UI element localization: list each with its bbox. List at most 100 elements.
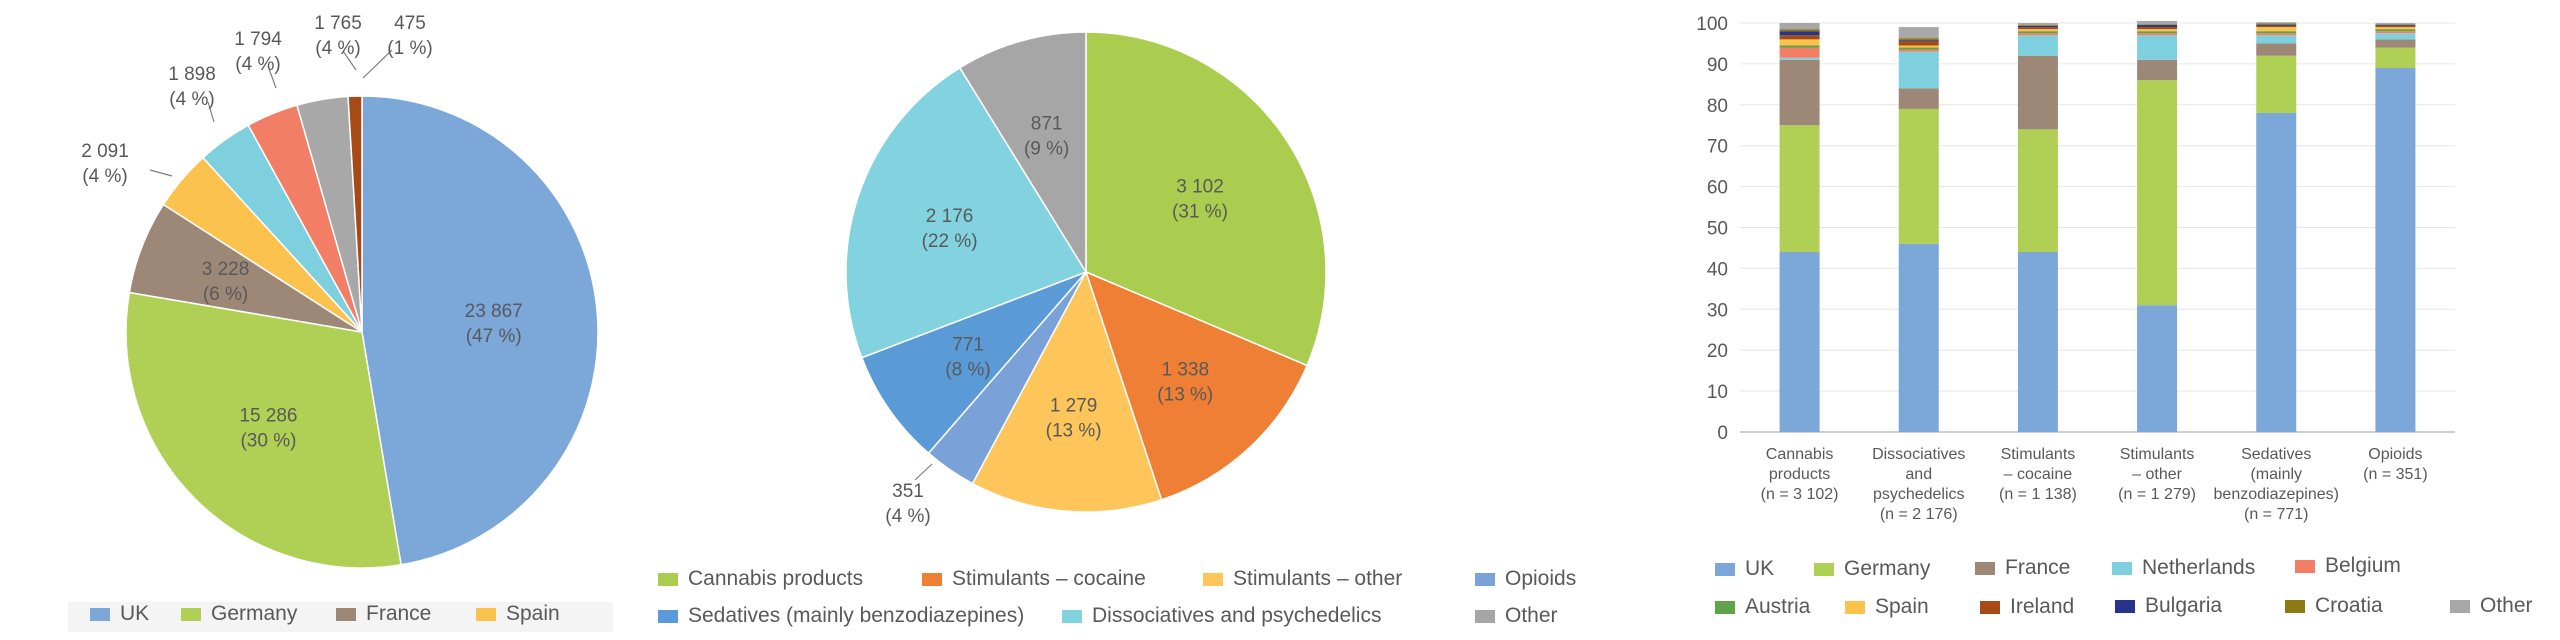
bar-segment-austria-4 [2256, 31, 2297, 34]
pie-value-label-other: 871 [1031, 113, 1063, 134]
bar-segment-croatia-3 [2137, 24, 2178, 26]
legend-swatch-cannabis-products [658, 573, 678, 586]
bar-segment-netherlands-4 [2256, 35, 2297, 44]
pie-slice-stimulants-other [971, 270, 1163, 513]
legend-label-bulgaria: Bulgaria [2145, 594, 2222, 617]
legend-label-stimulants-other: Stimulants – other [1233, 567, 1402, 590]
legend-swatch-opioids [1475, 573, 1495, 586]
x-tick-label-0-1: products [1769, 466, 1830, 483]
bar-segment-other-4 [2256, 22, 2297, 24]
bar-segment-uk-1 [1898, 243, 1939, 432]
bar-segment-austria-5 [2375, 29, 2416, 32]
bar-segment-uk-5 [2375, 67, 2416, 433]
x-tick-label-5-1: (n = 351) [2363, 466, 2427, 483]
leader-line-ireland [362, 49, 393, 79]
pie-percent-label-germany: (30 %) [240, 430, 296, 451]
x-tick-label-2-2: (n = 1 138) [1999, 486, 2077, 503]
legend-swatch-germany [1814, 563, 1834, 576]
bar-segment-other-0 [1779, 23, 1820, 30]
y-tick-label-100: 100 [1696, 14, 1728, 35]
legend-swatch-france [336, 608, 356, 621]
pie-value-label-stimulants-other: 1 279 [1050, 395, 1098, 416]
legend-label-dissociatives-and-psychedelics: Dissociatives and psychedelics [1092, 604, 1381, 627]
x-tick-label-0-0: Cannabis [1766, 446, 1834, 463]
bar-segment-bulgaria-1 [1898, 40, 1939, 42]
bar-segment-spain-4 [2256, 27, 2297, 32]
x-tick-label-1-2: psychedelics [1873, 486, 1965, 503]
legend-label-france: France [2005, 556, 2070, 579]
bar-segment-germany-3 [2137, 80, 2178, 306]
bar-segment-belgium-5 [2375, 31, 2416, 34]
bar-segment-austria-2 [2017, 31, 2058, 34]
leader-line-netherlands [207, 101, 215, 123]
stacked-bar-chart: 0 10 20 30 40 50 60 70 80 90 100 Cannabis products (n… [1696, 14, 2455, 523]
bar-segment-netherlands-1 [1898, 51, 1939, 89]
x-tick-label-4-3: (n = 771) [2244, 506, 2308, 523]
pie-value-label-dissociatives-and-psychedelics: 2 176 [926, 206, 974, 227]
bar-segment-ireland-3 [2137, 27, 2178, 30]
pie-value-label-stimulants-cocaine: 1 338 [1162, 360, 1210, 381]
legend-label-opioids: Opioids [1505, 567, 1576, 590]
y-tick-label-30: 30 [1707, 300, 1728, 321]
bar-segment-uk-4 [2256, 112, 2297, 432]
legend-swatch-ireland [1980, 601, 2000, 614]
bar-segment-uk-0 [1779, 252, 1820, 432]
pie-percent-label-sedatives-mainly-benzodiazepines: (8 %) [945, 360, 990, 381]
pie-percent-label-belgium: (4 %) [235, 54, 280, 75]
leader-line-opioids [914, 463, 933, 481]
pie-value-label-france: 3 228 [202, 259, 250, 280]
bar-segment-netherlands-2 [2017, 35, 2058, 56]
legend-label-croatia: Croatia [2315, 594, 2383, 617]
pie-slice-stimulants-cocaine [1084, 270, 1309, 501]
legend-swatch-spain [476, 608, 496, 621]
pie-slice-other [958, 31, 1087, 275]
legend-swatch-uk [90, 608, 110, 621]
bar-segment-france-5 [2375, 39, 2416, 48]
legend-swatch-netherlands [2112, 562, 2132, 575]
legend-label-netherlands: Netherlands [2142, 556, 2255, 579]
pie-value-label-uk: 23 867 [465, 301, 523, 322]
pie-value-label-ireland: 475 [394, 13, 426, 34]
y-tick-label-50: 50 [1707, 219, 1728, 240]
pie-percent-label-spain: (4 %) [82, 166, 127, 187]
legend-swatch-croatia [2285, 600, 2305, 613]
pie-slice-dissociatives-and-psychedelics [845, 66, 1088, 359]
bar-segment-other-3 [2137, 20, 2178, 25]
pie-slice-germany [125, 291, 402, 569]
legend-swatch-stimulants-cocaine [922, 573, 942, 586]
pie-slice-cannabis-products [1085, 31, 1327, 367]
leader-line-belgium [267, 65, 277, 89]
bar-segment-france-4 [2256, 43, 2297, 56]
pie-percent-label-stimulants-cocaine: (13 %) [1157, 385, 1213, 406]
bar-segment-belgium-2 [2017, 33, 2058, 36]
bar-segment-austria-0 [1779, 45, 1820, 48]
legend-swatch-other [2450, 600, 2470, 613]
y-tick-label-0: 0 [1717, 423, 1728, 444]
legend-label-austria: Austria [1745, 595, 1811, 618]
legend-swatch-belgium [2295, 560, 2315, 573]
legend-label-germany: Germany [211, 602, 298, 625]
y-tick-label-60: 60 [1707, 178, 1728, 199]
pie-chart-countries: 23 867 (47 %) 15 286 (30 %) 3 228 (6 %) 2 091 (… [81, 13, 599, 569]
bar-segment-bulgaria-3 [2137, 25, 2178, 28]
legend-label-other: Other [1505, 604, 1558, 627]
pie-value-label-spain: 2 091 [81, 141, 129, 162]
pie-percent-label-cannabis-products: (31 %) [1172, 201, 1228, 222]
legend-label-germany: Germany [1844, 557, 1931, 580]
pie-chart-substances: 3 102 (31 %) 1 338 (13 %) 1 279 (13 %) 351 (4 %… [845, 31, 1327, 527]
bar-segment-croatia-0 [1779, 29, 1820, 32]
legend-label-france: France [366, 602, 431, 625]
legend-label-spain: Spain [506, 602, 560, 625]
legend-swatch-stimulants-other [1203, 573, 1223, 586]
bar-segment-austria-3 [2137, 31, 2178, 34]
bar-segment-other-1 [1898, 27, 1939, 39]
bar-segment-bulgaria-0 [1779, 31, 1820, 36]
x-tick-label-3-0: Stimulants [2120, 446, 2195, 463]
legend-label-stimulants-cocaine: Stimulants – cocaine [952, 567, 1146, 590]
legend-swatch-other [1475, 610, 1495, 623]
legend-label-uk: UK [120, 602, 149, 625]
bar-segment-ireland-5 [2375, 25, 2416, 28]
x-tick-label-2-1: – cocaine [2004, 466, 2073, 483]
bar-segment-germany-4 [2256, 55, 2297, 113]
bar-segment-croatia-5 [2375, 24, 2416, 26]
